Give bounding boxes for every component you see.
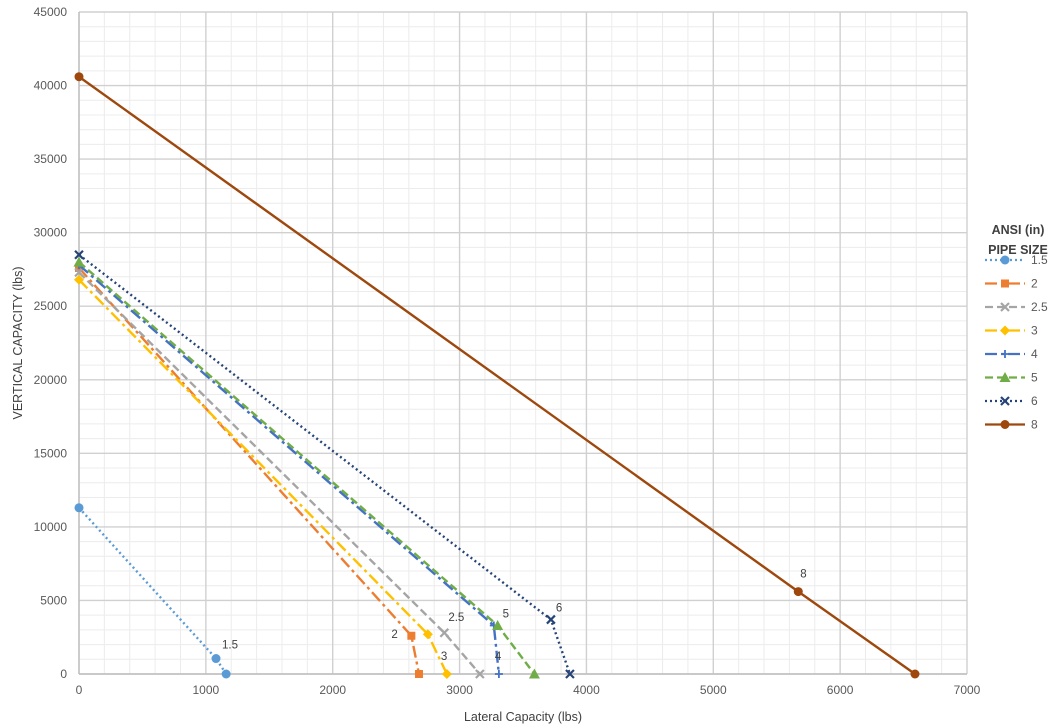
legend-label: 1.5 xyxy=(1031,253,1048,267)
legend-marker xyxy=(1000,255,1010,265)
y-tick-labels: 0 5000 10000 15000 20000 25000 30000 35000 40000… xyxy=(34,5,68,681)
legend-marker xyxy=(1000,302,1010,312)
y-tick-label: 20000 xyxy=(34,373,68,387)
y-tick-label: 0 xyxy=(60,667,67,681)
series-8 xyxy=(74,72,920,679)
x-tick-label: 7000 xyxy=(954,683,981,697)
data-label-5: 5 xyxy=(503,608,509,620)
x-tick-label: 5000 xyxy=(700,683,727,697)
legend-item-5: 5 xyxy=(985,371,1038,385)
data-point-1.5 xyxy=(211,654,221,664)
legend-item-3: 3 xyxy=(985,324,1038,338)
series-line-1.5 xyxy=(78,506,228,675)
series-layer xyxy=(73,72,920,679)
data-point-3 xyxy=(422,629,433,640)
series-6 xyxy=(74,249,575,679)
major-gridlines xyxy=(78,11,968,675)
legend-label: 8 xyxy=(1031,418,1038,432)
data-point-3 xyxy=(441,669,452,679)
x-tick-label: 3000 xyxy=(446,683,473,697)
data-label-3: 3 xyxy=(441,651,447,663)
data-point-5 xyxy=(528,668,540,679)
series-5 xyxy=(73,256,540,679)
y-tick-label: 5000 xyxy=(40,593,67,607)
legend-item-4: 4 xyxy=(985,347,1038,361)
data-point-5 xyxy=(492,619,504,630)
y-tick-label: 10000 xyxy=(34,520,68,534)
data-label-4: 4 xyxy=(495,651,502,663)
x-axis-title: Lateral Capacity (lbs) xyxy=(464,710,582,724)
series-2.5 xyxy=(74,267,485,679)
legend-marker xyxy=(1001,279,1009,288)
series-line-4 xyxy=(78,264,501,675)
series-line-2 xyxy=(78,267,421,675)
legend-marker xyxy=(1000,325,1010,336)
axes xyxy=(78,12,967,675)
legend-title: ANSI (in) xyxy=(992,223,1045,237)
data-label-2: 2 xyxy=(391,629,397,641)
series-3 xyxy=(74,274,452,679)
legend-label: 2 xyxy=(1031,277,1038,291)
data-label-1.5: 1.5 xyxy=(222,640,238,652)
legend-item-2.5: 2.5 xyxy=(985,300,1048,314)
y-tick-label: 15000 xyxy=(34,446,68,460)
series-1.5 xyxy=(74,503,231,679)
series-line-6 xyxy=(78,253,572,675)
legend-item-1.5: 1.5 xyxy=(985,253,1048,267)
minor-gridlines xyxy=(79,12,967,674)
data-label-6: 6 xyxy=(556,603,562,615)
legend-item-2: 2 xyxy=(985,277,1038,291)
data-point-3 xyxy=(74,274,84,285)
legend-marker xyxy=(1001,350,1009,358)
data-point-8 xyxy=(74,72,84,82)
legend-label: 3 xyxy=(1031,324,1038,338)
legend-label: 2.5 xyxy=(1031,300,1048,314)
y-tick-label: 45000 xyxy=(34,5,68,19)
data-point-4 xyxy=(494,670,503,678)
data-point-5 xyxy=(73,256,85,267)
series-line-2.5 xyxy=(78,271,481,675)
data-point-1.5 xyxy=(221,669,231,679)
x-tick-label: 6000 xyxy=(827,683,854,697)
data-point-2 xyxy=(407,631,416,640)
data-point-8 xyxy=(793,587,803,597)
x-tick-label: 1000 xyxy=(193,683,220,697)
y-tick-label: 35000 xyxy=(34,152,68,166)
series-2 xyxy=(75,263,423,678)
legend-marker xyxy=(1000,396,1010,406)
data-label-8: 8 xyxy=(800,569,806,581)
data-point-2.5 xyxy=(439,628,450,638)
legend-marker xyxy=(1000,420,1010,429)
x-tick-label: 4000 xyxy=(573,683,600,697)
data-point-2.5 xyxy=(74,267,84,278)
series-line-3 xyxy=(78,278,448,675)
y-tick-label: 40000 xyxy=(34,79,68,93)
data-label-2.5: 2.5 xyxy=(448,612,464,624)
data-point-2.5 xyxy=(475,669,485,679)
x-tick-label: 0 xyxy=(76,683,83,697)
data-point-8 xyxy=(910,669,920,679)
data-point-6 xyxy=(565,669,575,679)
y-axis-title: VERTICAL CAPACITY (lbs) xyxy=(11,266,25,419)
legend-title: PIPE SIZE xyxy=(988,243,1048,257)
data-point-1.5 xyxy=(74,503,84,513)
data-labels: 1.5 2 2.5 3 4 5 6 8 xyxy=(222,569,807,663)
legend-item-6: 6 xyxy=(985,394,1038,408)
legend-label: 4 xyxy=(1031,347,1038,361)
legend-label: 5 xyxy=(1031,371,1038,385)
data-point-6 xyxy=(546,614,556,625)
data-point-6 xyxy=(74,249,84,260)
legend-label: 6 xyxy=(1031,394,1038,408)
legend-marker xyxy=(999,372,1011,382)
legend-item-8: 8 xyxy=(985,418,1038,432)
x-tick-label: 2000 xyxy=(319,683,346,697)
y-tick-label: 30000 xyxy=(34,226,68,240)
data-point-2 xyxy=(414,670,423,678)
x-tick-labels: 0 1000 2000 3000 4000 5000 6000 7000 xyxy=(76,683,981,697)
y-tick-label: 25000 xyxy=(34,299,68,313)
